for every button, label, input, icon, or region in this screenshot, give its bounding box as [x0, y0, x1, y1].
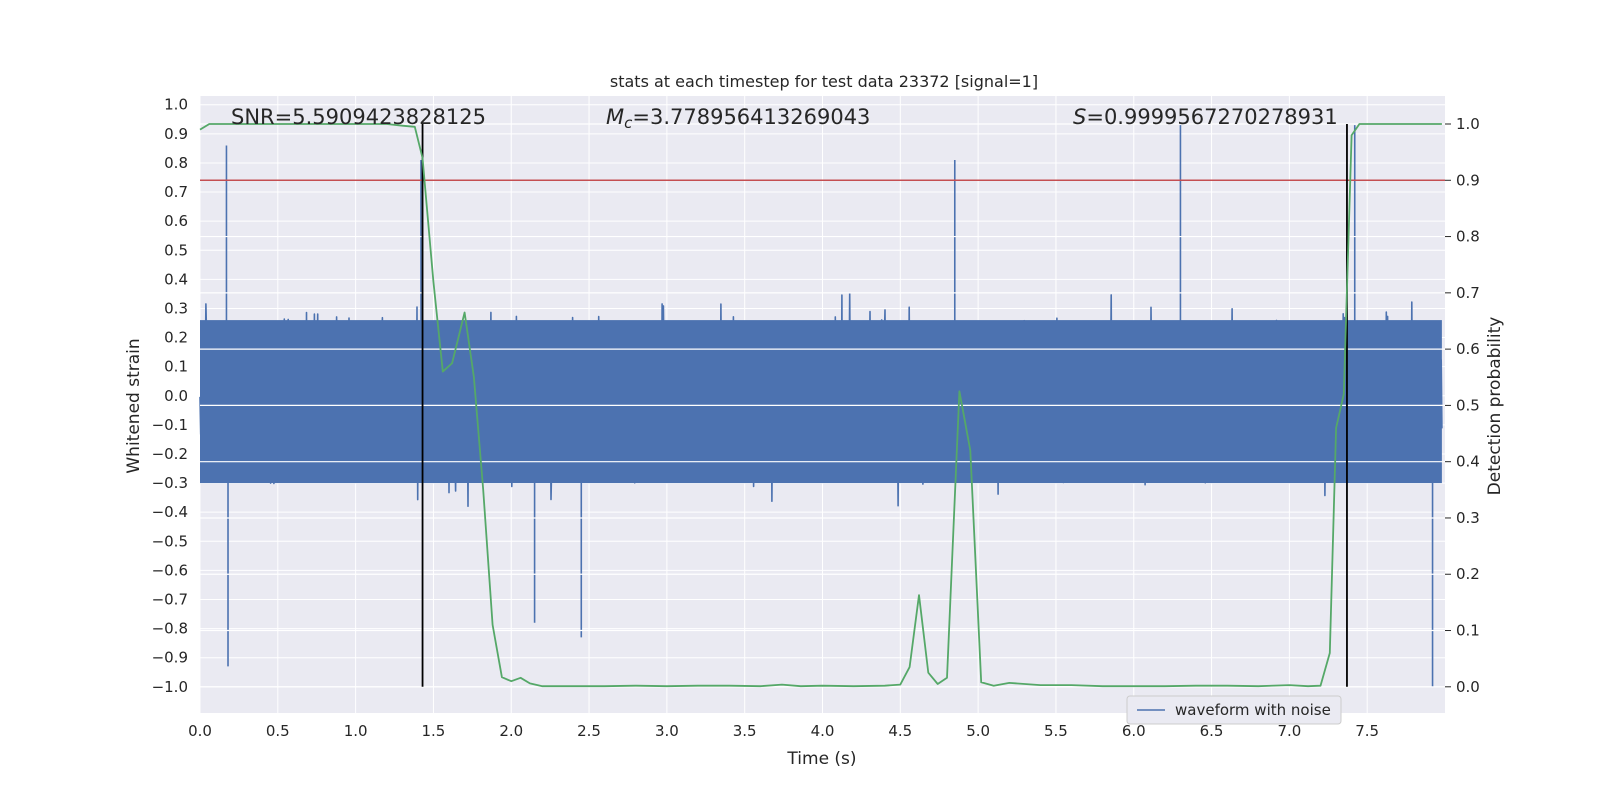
mc-symbol: M	[606, 105, 624, 129]
x-tick-label: 4.5	[888, 722, 912, 740]
y-right-tick-label: 0.6	[1456, 340, 1480, 358]
y-right-tick-label: 0.3	[1456, 509, 1480, 527]
mc-value: =3.778956413269043	[632, 105, 870, 129]
x-tick-label: 2.0	[499, 722, 523, 740]
y-left-tick-label: −0.3	[152, 474, 188, 492]
y-left-tick-label: 0.7	[164, 183, 188, 201]
x-tick-label: 7.0	[1277, 722, 1301, 740]
waveform-core-band	[200, 320, 1442, 484]
x-tick-label: 7.5	[1355, 722, 1379, 740]
y-right-tick-label: 0.1	[1456, 622, 1480, 640]
y-left-tick-label: −0.1	[152, 416, 188, 434]
y-left-tick-label: −0.4	[152, 503, 188, 521]
x-tick-label: 0.0	[188, 722, 212, 740]
legend-waveform-label: waveform with noise	[1175, 701, 1331, 719]
y-left-tick-label: −0.8	[152, 620, 188, 638]
y-right-tick-label: 0.8	[1456, 228, 1480, 246]
y-left-tick-label: 0.2	[164, 329, 188, 347]
y-left-tick-label: −0.6	[152, 561, 188, 579]
y-right-tick-label: 0.5	[1456, 396, 1480, 414]
y-left-tick-label: 0.9	[164, 125, 188, 143]
x-tick-label: 0.5	[266, 722, 290, 740]
y-left-tick-label: −0.2	[152, 445, 188, 463]
y-left-tick-label: 0.1	[164, 358, 188, 376]
overlay-lines	[200, 124, 1445, 687]
x-tick-label: 3.0	[655, 722, 679, 740]
mc-subscript: c	[624, 114, 633, 132]
x-axis-label: Time (s)	[786, 749, 856, 769]
y-right-tick-label: 0.2	[1456, 565, 1480, 583]
x-tick-label: 1.5	[422, 722, 446, 740]
y-left-tick-label: −1.0	[152, 678, 188, 696]
y-left-axis-label: Whitened strain	[124, 338, 144, 473]
y-right-tick-label: 0.4	[1456, 453, 1480, 471]
x-tick-label: 3.5	[733, 722, 757, 740]
mc-annotation: Mc=3.778956413269043	[606, 105, 870, 132]
y-right-axis-ticks: 0.0 0.1 0.2 0.3 0.4 0.5 0.6 0.7 0.8 0.9 1.0	[1445, 115, 1480, 696]
y-left-tick-label: 0.0	[164, 387, 188, 405]
x-tick-label: 1.0	[344, 722, 368, 740]
chart-title: stats at each timestep for test data 233…	[610, 72, 1038, 91]
snr-annotation: SNR=5.5909423828125	[231, 105, 486, 129]
y-left-tick-label: 0.3	[164, 299, 188, 317]
x-tick-label: 4.0	[811, 722, 835, 740]
x-tick-label: 6.0	[1122, 722, 1146, 740]
y-right-tick-label: 0.7	[1456, 284, 1480, 302]
x-tick-label: 5.0	[966, 722, 990, 740]
y-left-tick-label: −0.9	[152, 649, 188, 667]
y-left-tick-label: −0.5	[152, 532, 188, 550]
legend: waveform with noise	[1126, 695, 1342, 725]
waveform-series	[199, 125, 1443, 687]
y-left-tick-label: 0.6	[164, 212, 188, 230]
y-right-tick-label: 1.0	[1456, 115, 1480, 133]
y-left-axis-ticks: −1.0 −0.9 −0.8 −0.7 −0.6 −0.5 −0.4 −0.3 −0.2 −0.1…	[152, 96, 188, 696]
y-right-axis-label: Detection probability	[1485, 317, 1505, 496]
y-left-tick-label: 0.8	[164, 154, 188, 172]
x-axis-ticks: 0.0 0.5 1.0 1.5 2.0 2.5 3.0 3.5 4.0 4.5 5.0 5.5 6.0 6…	[188, 722, 1379, 740]
y-left-tick-label: 1.0	[164, 96, 188, 114]
legend-box	[1126, 695, 1342, 725]
y-right-tick-label: 0.9	[1456, 171, 1480, 189]
probability-line	[199, 123, 1442, 688]
x-tick-label: 2.5	[577, 722, 601, 740]
y-left-tick-label: 0.5	[164, 241, 188, 259]
y-right-tick-label: 0.0	[1456, 678, 1480, 696]
s-value: =0.9999567270278931	[1086, 105, 1337, 129]
s-symbol: S	[1073, 105, 1086, 129]
s-annotation: S=0.9999567270278931	[1073, 105, 1338, 129]
y-left-tick-label: −0.7	[152, 590, 188, 608]
x-tick-label: 6.5	[1200, 722, 1224, 740]
right-grid	[200, 123, 1445, 688]
probability-series	[199, 123, 1442, 688]
x-tick-label: 5.5	[1044, 722, 1068, 740]
y-left-tick-label: 0.4	[164, 270, 188, 288]
